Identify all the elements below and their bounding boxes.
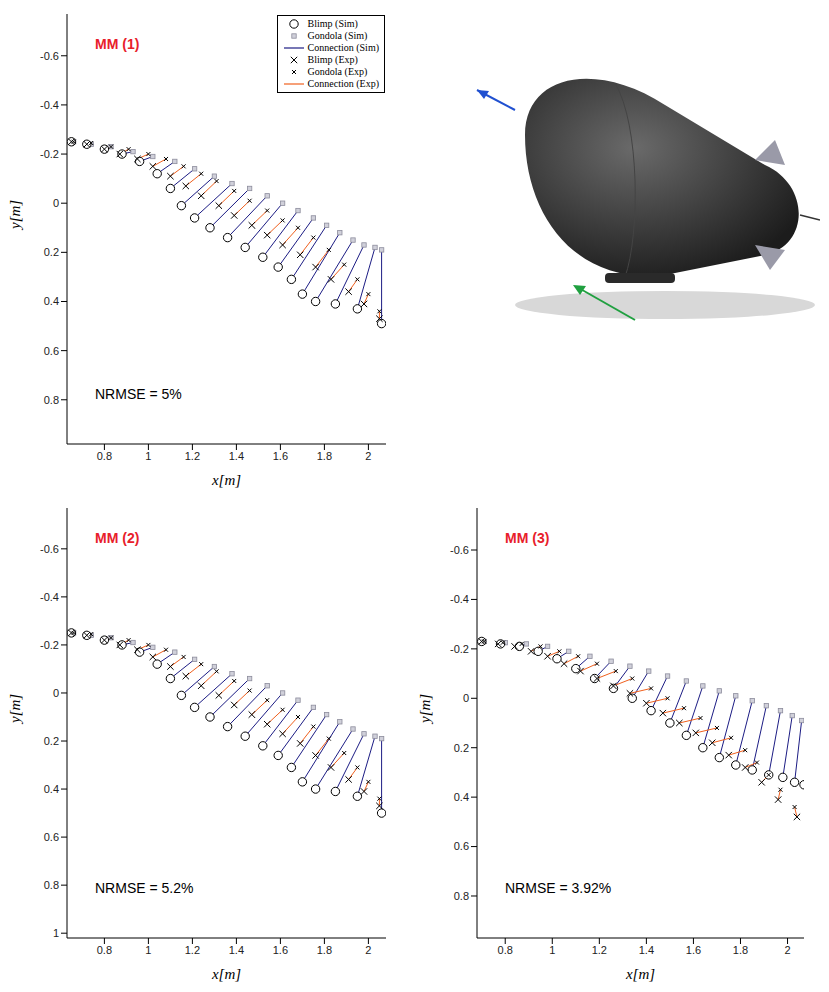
- svg-text:0.2: 0.2: [44, 246, 59, 258]
- svg-text:0.8: 0.8: [454, 890, 469, 902]
- svg-text:1.4: 1.4: [229, 450, 244, 462]
- svg-text:2: 2: [784, 944, 790, 956]
- svg-text:0.8: 0.8: [498, 944, 513, 956]
- svg-text:1.8: 1.8: [317, 450, 332, 462]
- html-text:NRMSE = 5.2%: NRMSE = 5.2%: [95, 880, 194, 896]
- html-text:MM (3): MM (3): [505, 530, 550, 546]
- svg-text:0.4: 0.4: [44, 783, 59, 795]
- svg-text:-0.6: -0.6: [450, 544, 469, 556]
- svg-text:1: 1: [145, 450, 151, 462]
- svg-text:x[m]: x[m]: [211, 472, 241, 488]
- html-text:Blimp (Exp): Blimp (Exp): [307, 54, 358, 65]
- svg-text:0.2: 0.2: [44, 735, 59, 747]
- svg-text:1.2: 1.2: [592, 944, 607, 956]
- svg-text:0.2: 0.2: [454, 742, 469, 754]
- svg-text:-0.2: -0.2: [40, 639, 59, 651]
- svg-text:-0.4: -0.4: [450, 593, 469, 605]
- svg-text:1.4: 1.4: [229, 944, 244, 956]
- html-text:Gondola (Exp): Gondola (Exp): [307, 66, 368, 77]
- svg-text:0.8: 0.8: [97, 944, 112, 956]
- svg-text:0.8: 0.8: [44, 879, 59, 891]
- svg-text:2: 2: [365, 450, 371, 462]
- svg-text:1.4: 1.4: [639, 944, 654, 956]
- svg-text:0.8: 0.8: [97, 450, 112, 462]
- svg-text:0: 0: [53, 687, 59, 699]
- svg-text:0: 0: [463, 692, 469, 704]
- html-text:MM (2): MM (2): [95, 530, 140, 546]
- svg-text:-0.2: -0.2: [450, 643, 469, 655]
- svg-text:1.2: 1.2: [185, 450, 200, 462]
- svg-text:1.2: 1.2: [185, 944, 200, 956]
- svg-text:-0.6: -0.6: [40, 543, 59, 555]
- svg-text:x[m]: x[m]: [211, 966, 241, 982]
- svg-text:y[m]: y[m]: [417, 694, 433, 725]
- html-text:NRMSE = 5%: NRMSE = 5%: [95, 386, 182, 402]
- svg-text:1: 1: [549, 944, 555, 956]
- svg-text:1.8: 1.8: [733, 944, 748, 956]
- svg-text:-0.6: -0.6: [40, 50, 59, 62]
- svg-text:y[m]: y[m]: [7, 200, 23, 231]
- html-text:Connection (Sim): Connection (Sim): [307, 42, 379, 53]
- html-text:Connection (Exp): Connection (Exp): [307, 78, 379, 89]
- svg-text:1: 1: [145, 944, 151, 956]
- svg-text:-0.4: -0.4: [40, 99, 59, 111]
- svg-text:1.6: 1.6: [273, 944, 288, 956]
- svg-text:-0.2: -0.2: [40, 148, 59, 160]
- html-text:Blimp (Sim): Blimp (Sim): [307, 18, 358, 29]
- svg-text:-0.4: -0.4: [40, 591, 59, 603]
- html-text:MM (1): MM (1): [95, 36, 140, 52]
- svg-text:0: 0: [53, 197, 59, 209]
- svg-text:0.6: 0.6: [44, 345, 59, 357]
- svg-text:0.4: 0.4: [454, 791, 469, 803]
- svg-text:1.6: 1.6: [273, 450, 288, 462]
- svg-text:0.4: 0.4: [44, 295, 59, 307]
- svg-text:1.6: 1.6: [686, 944, 701, 956]
- html-text:Gondola (Sim): Gondola (Sim): [307, 30, 368, 41]
- svg-text:x[m]: x[m]: [625, 966, 655, 982]
- svg-text:1: 1: [53, 927, 59, 939]
- svg-text:0.6: 0.6: [44, 831, 59, 843]
- svg-text:0.6: 0.6: [454, 840, 469, 852]
- svg-text:y[m]: y[m]: [7, 694, 23, 725]
- html-text:NRMSE = 3.92%: NRMSE = 3.92%: [505, 880, 612, 896]
- svg-text:2: 2: [365, 944, 371, 956]
- svg-text:1.8: 1.8: [317, 944, 332, 956]
- svg-text:0.8: 0.8: [44, 394, 59, 406]
